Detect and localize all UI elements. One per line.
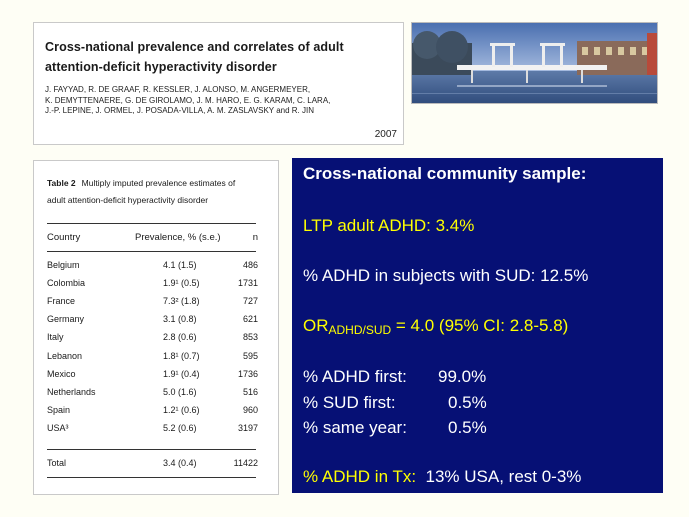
cell-n: 853: [242, 332, 258, 343]
panel-heading: Cross-national community sample:: [303, 164, 587, 183]
or-value: = 4.0 (95% CI: 2.8-5.8): [391, 316, 569, 335]
cell-prevalence: 1.9¹ (0.4): [163, 368, 200, 379]
cell-n: 516: [242, 386, 258, 397]
total-label: Total: [47, 458, 67, 469]
table-row: Spain 1.2¹ (0.6) 960: [47, 401, 266, 419]
table-caption-text: adult attention-deficit hyperactivity di…: [47, 195, 209, 205]
table-caption: Table 2 Multiply imputed prevalence estim…: [47, 175, 266, 209]
table-caption-label: Table 2: [47, 178, 76, 188]
table-caption-text: Multiply imputed prevalence estimates of: [81, 178, 236, 188]
header-country: Country: [47, 232, 81, 243]
paper-title-line: attention-deficit hyperactivity disorder: [45, 60, 277, 74]
adhd-first-value: 99.0%: [438, 367, 487, 386]
cell-prevalence: 1.2¹ (0.6): [163, 404, 200, 415]
cell-n: 960: [242, 404, 258, 415]
adhd-treatment-line: % ADHD in Tx: 13% USA, rest 0-3%: [303, 467, 581, 487]
cell-n: 1736: [237, 368, 258, 379]
authors-line: J.-P. LEPINE, J. ORMEL, J. POSADA-VILLA,…: [45, 106, 314, 115]
adhd-first-line: % ADHD first: 99.0%: [303, 367, 486, 387]
authors-line: K. DEMYTTENAERE, G. DE GIROLAMO, J. M. H…: [45, 95, 331, 105]
table-row: USA³ 5.2 (0.6) 3197: [47, 419, 266, 437]
cell-country: Germany: [47, 314, 85, 325]
adhd-in-sud-line: % ADHD in subjects with SUD: 12.5%: [303, 266, 589, 285]
cell-country: Lebanon: [47, 350, 83, 361]
cell-country: USA³: [47, 422, 69, 433]
table-body: Belgium 4.1 (1.5) 486 Colombia 1.9¹ (0.5) 173…: [47, 256, 266, 437]
cell-n: 3197: [237, 422, 258, 433]
sud-first-line: % SUD first: 0.5%: [303, 393, 487, 413]
total-n: 11422: [233, 458, 258, 469]
cell-prevalence: 2.8 (0.6): [163, 332, 197, 343]
table-row: Mexico 1.9¹ (0.4) 1736: [47, 365, 266, 383]
table-top-rule: [47, 223, 256, 224]
cell-n: 486: [242, 260, 258, 271]
table-row: France 7.3² (1.8) 727: [47, 292, 266, 310]
cell-country: Netherlands: [47, 386, 96, 397]
adhd-treatment-label: % ADHD in Tx:: [303, 467, 417, 486]
table-row: Italy 2.8 (0.6) 853: [47, 328, 266, 346]
table-header-rule: [47, 251, 256, 252]
cell-n: 1731: [237, 278, 258, 289]
prevalence-table: Table 2 Multiply imputed prevalence estim…: [33, 160, 279, 495]
cell-country: Spain: [47, 404, 71, 415]
adhd-treatment-value: 13% USA, rest 0-3%: [425, 467, 582, 486]
paper-year: 2007: [374, 129, 397, 140]
table-row: Lebanon 1.8¹ (0.7) 595: [47, 346, 266, 364]
cell-n: 727: [242, 296, 258, 307]
header-prevalence: Prevalence, % (s.e.): [135, 232, 221, 243]
paper-authors: J. FAYYAD, R. DE GRAAF, R. KESSLER, J. A…: [45, 85, 395, 117]
ltp-adhd-line: LTP adult ADHD: 3.4%: [303, 216, 475, 235]
odds-ratio-line: ORADHD/SUD = 4.0 (95% CI: 2.8-5.8): [303, 316, 568, 337]
city-bridge-photo: [411, 22, 658, 104]
table-row: Belgium 4.1 (1.5) 486: [47, 256, 266, 274]
cell-prevalence: 5.2 (0.6): [163, 422, 197, 433]
cell-country: Italy: [47, 332, 64, 343]
authors-line: J. FAYYAD, R. DE GRAAF, R. KESSLER, J. A…: [45, 85, 311, 94]
cell-prevalence: 1.9¹ (0.5): [163, 278, 200, 289]
same-year-label: % same year:: [303, 418, 407, 437]
cell-prevalence: 7.3² (1.8): [163, 296, 200, 307]
cell-n: 621: [242, 314, 258, 325]
table-total-rule: [47, 448, 256, 450]
cell-prevalence: 1.8¹ (0.7): [163, 350, 200, 361]
table-row: Colombia 1.9¹ (0.5) 1731: [47, 274, 266, 292]
or-subscript: ADHD/SUD: [328, 323, 392, 337]
paper-title-line: Cross-national prevalence and correlates…: [45, 40, 344, 54]
sud-first-value: 0.5%: [448, 393, 487, 412]
cell-prevalence: 5.0 (1.6): [163, 386, 197, 397]
photo-graphic: [412, 23, 657, 103]
cell-country: Belgium: [47, 260, 80, 271]
table-row: Germany 3.1 (0.8) 621: [47, 310, 266, 328]
cell-country: Mexico: [47, 368, 76, 379]
cell-prevalence: 4.1 (1.5): [163, 260, 197, 271]
table-row: Netherlands 5.0 (1.6) 516: [47, 383, 266, 401]
paper-title: Cross-national prevalence and correlates…: [45, 37, 395, 77]
total-prevalence: 3.4 (0.4): [163, 458, 197, 469]
cell-prevalence: 3.1 (0.8): [163, 314, 197, 325]
cell-n: 595: [242, 350, 258, 361]
cell-country: France: [47, 296, 76, 307]
adhd-first-label: % ADHD first:: [303, 367, 407, 386]
table-bottom-rule: [47, 476, 256, 478]
paper-citation: Cross-national prevalence and correlates…: [33, 22, 404, 145]
table-header-row: Country Prevalence, % (s.e.) n: [47, 224, 266, 251]
table-total-row: Total 3.4 (0.4) 11422: [47, 450, 266, 477]
or-prefix: OR: [303, 316, 329, 335]
sud-first-label: % SUD first:: [303, 393, 396, 412]
header-n: n: [252, 232, 258, 243]
same-year-line: % same year: 0.5%: [303, 418, 487, 438]
summary-panel: Cross-national community sample: LTP adu…: [292, 158, 663, 493]
same-year-value: 0.5%: [448, 418, 487, 437]
cell-country: Colombia: [47, 278, 86, 289]
